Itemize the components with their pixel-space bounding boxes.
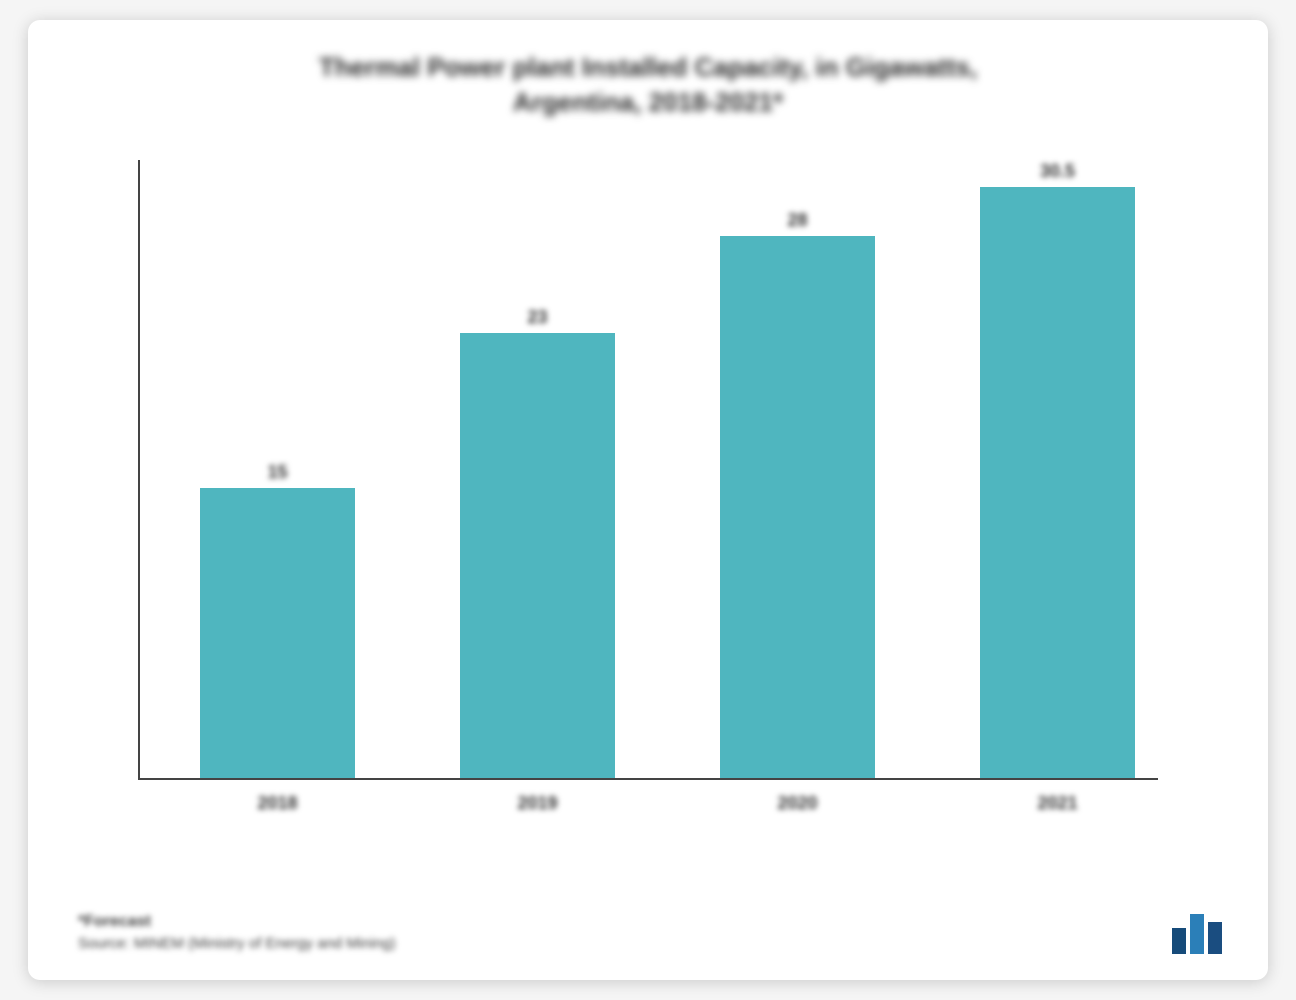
bar-value-label: 28: [787, 210, 807, 231]
bar-2019: 23: [460, 333, 615, 779]
bar-2018: 15: [200, 488, 355, 779]
footer-forecast-note: *Forecast: [78, 913, 396, 931]
plot-region: 15201823201928202030.52021: [138, 160, 1158, 780]
x-axis-label: 2020: [777, 793, 817, 814]
bar-2021: 30.5: [980, 187, 1135, 778]
chart-title-line1: Thermal Power plant Installed Capacity, …: [78, 50, 1218, 85]
bar-2020: 28: [720, 236, 875, 779]
x-axis-label: 2019: [517, 793, 557, 814]
footer-source: Source: MINEM (Ministry of Energy and Mi…: [78, 935, 396, 952]
bar-value-label: 15: [267, 462, 287, 483]
chart-area: 15 2018 23 2019 28 2020 30.5 2021: [98, 160, 1198, 840]
x-axis-label: 2021: [1037, 793, 1077, 814]
chart-card: Thermal Power plant Installed Capacity, …: [28, 20, 1268, 980]
bar-value-label: 23: [527, 307, 547, 328]
chart-title: Thermal Power plant Installed Capacity, …: [78, 50, 1218, 120]
x-axis-label: 2018: [257, 793, 297, 814]
bar-value-label: 30.5: [1040, 161, 1075, 182]
mordor-logo-icon: [1168, 908, 1228, 956]
chart-footer: *Forecast Source: MINEM (Ministry of Ene…: [78, 913, 396, 952]
chart-title-line2: Argentina, 2018-2021*: [78, 85, 1218, 120]
